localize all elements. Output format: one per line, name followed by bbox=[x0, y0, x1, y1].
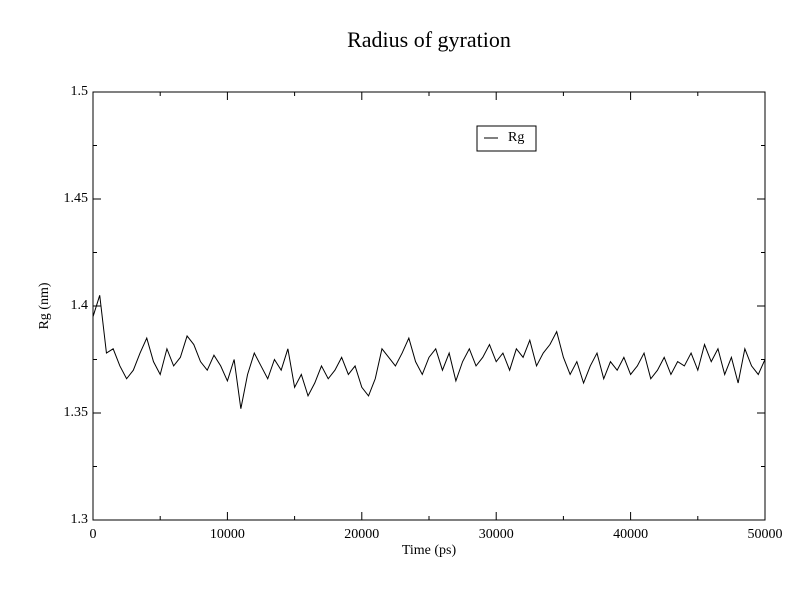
y-tick-label: 1.35 bbox=[64, 405, 89, 420]
y-tick-label: 1.3 bbox=[71, 512, 89, 527]
x-tick-label: 30000 bbox=[479, 527, 514, 542]
x-tick-label: 0 bbox=[90, 527, 97, 542]
x-tick-label: 20000 bbox=[344, 527, 379, 542]
x-tick-label: 50000 bbox=[748, 527, 783, 542]
x-axis-label: Time (ps) bbox=[402, 543, 457, 558]
chart-title: Radius of gyration bbox=[347, 27, 511, 52]
y-axis-label: Rg (nm) bbox=[37, 282, 52, 329]
legend-label: Rg bbox=[508, 130, 524, 145]
y-tick-label: 1.4 bbox=[71, 298, 89, 313]
x-tick-label: 40000 bbox=[613, 527, 648, 542]
y-tick-label: 1.5 bbox=[71, 84, 89, 99]
x-tick-label: 10000 bbox=[210, 527, 245, 542]
y-tick-label: 1.45 bbox=[64, 191, 89, 206]
data-line bbox=[92, 295, 766, 409]
